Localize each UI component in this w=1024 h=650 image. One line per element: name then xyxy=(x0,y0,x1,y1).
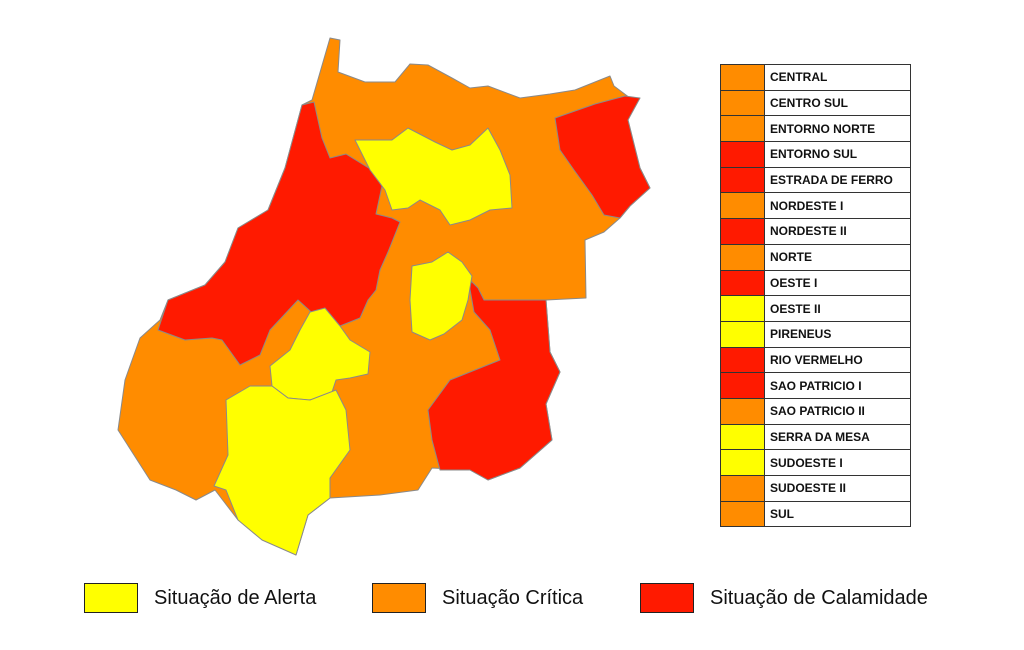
region-name: NORDESTE II xyxy=(764,218,911,245)
region-status-swatch xyxy=(720,372,765,399)
legend-label-alerta: Situação de Alerta xyxy=(154,586,317,609)
region-name: SUDOESTE I xyxy=(764,449,911,476)
region-name: NORDESTE I xyxy=(764,192,911,220)
map-region-oeste-ii xyxy=(269,307,371,401)
region-status-swatch xyxy=(720,295,765,322)
region-name: PIRENEUS xyxy=(764,320,911,348)
region-status-swatch xyxy=(720,320,765,348)
region-row: SAO PATRICIO II xyxy=(720,397,911,425)
region-status-swatch xyxy=(720,141,765,168)
region-row: ENTORNO NORTE xyxy=(720,115,911,143)
map-region-nordeste-ii xyxy=(554,95,651,219)
map-region-sudoeste-i xyxy=(213,385,351,556)
region-name: OESTE I xyxy=(764,269,911,297)
region-status-swatch xyxy=(720,166,765,194)
status-legend: Situação de Alerta Situação Crítica Situ… xyxy=(84,583,984,615)
legend-swatch-critica xyxy=(372,583,426,613)
region-status-swatch xyxy=(720,89,765,117)
map-region-pireneus xyxy=(409,251,473,341)
legend-item-critica: Situação Crítica xyxy=(372,583,583,613)
region-row: SAO PATRICIO I xyxy=(720,372,911,399)
region-name: SUL xyxy=(764,500,911,528)
region-row: SERRA DA MESA xyxy=(720,423,911,451)
region-status-swatch xyxy=(720,449,765,476)
region-name: ENTORNO SUL xyxy=(764,141,911,168)
region-name: ESTRADA DE FERRO xyxy=(764,166,911,194)
legend-label-calamidade: Situação de Calamidade xyxy=(710,586,928,609)
region-row: SUL xyxy=(720,500,911,528)
region-name: CENTRAL xyxy=(764,64,911,91)
region-name: SAO PATRICIO II xyxy=(764,397,911,425)
region-name: RIO VERMELHO xyxy=(764,346,911,374)
region-name: OESTE II xyxy=(764,295,911,322)
region-status-swatch xyxy=(720,192,765,220)
region-name: NORTE xyxy=(764,243,911,271)
region-name: SUDOESTE II xyxy=(764,475,911,502)
region-name: SAO PATRICIO I xyxy=(764,372,911,399)
region-row: OESTE I xyxy=(720,269,911,297)
region-row: ESTRADA DE FERRO xyxy=(720,166,911,194)
region-status-swatch xyxy=(720,115,765,143)
goias-regions-map xyxy=(117,37,651,556)
region-status-swatch xyxy=(720,243,765,271)
region-status-table: CENTRAL CENTRO SUL ENTORNO NORTE ENTORNO SU… xyxy=(720,64,911,528)
legend-item-alerta: Situação de Alerta xyxy=(84,583,316,613)
map-region-entorno-sul xyxy=(427,277,561,481)
region-status-swatch xyxy=(720,64,765,91)
region-row: NORTE xyxy=(720,243,911,271)
region-status-swatch xyxy=(720,500,765,528)
region-row: RIO VERMELHO xyxy=(720,346,911,374)
region-row: ENTORNO SUL xyxy=(720,141,911,168)
region-row: PIRENEUS xyxy=(720,320,911,348)
region-status-swatch xyxy=(720,269,765,297)
region-row: NORDESTE I xyxy=(720,192,911,220)
region-row: SUDOESTE II xyxy=(720,475,911,502)
region-status-swatch xyxy=(720,218,765,245)
legend-swatch-calamidade xyxy=(640,583,694,613)
map-region-serra-da-mesa xyxy=(354,127,513,226)
region-status-swatch xyxy=(720,346,765,374)
legend-label-critica: Situação Crítica xyxy=(442,586,584,609)
region-row: NORDESTE II xyxy=(720,218,911,245)
region-name: ENTORNO NORTE xyxy=(764,115,911,143)
region-row: CENTRO SUL xyxy=(720,89,911,117)
region-row: CENTRAL xyxy=(720,64,911,91)
region-name: CENTRO SUL xyxy=(764,89,911,117)
region-status-swatch xyxy=(720,475,765,502)
legend-item-calamidade: Situação de Calamidade xyxy=(640,583,928,613)
region-name: SERRA DA MESA xyxy=(764,423,911,451)
region-row: SUDOESTE I xyxy=(720,449,911,476)
region-row: OESTE II xyxy=(720,295,911,322)
region-status-swatch xyxy=(720,423,765,451)
legend-swatch-alerta xyxy=(84,583,138,613)
region-status-swatch xyxy=(720,397,765,425)
